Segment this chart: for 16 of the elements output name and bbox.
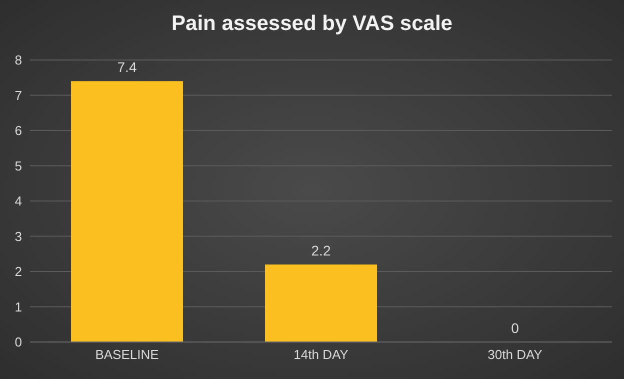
data-label: 2.2 <box>311 242 331 258</box>
y-tick-label: 2 <box>14 264 22 280</box>
y-tick-label: 8 <box>14 52 22 68</box>
y-tick-label: 7 <box>14 88 22 103</box>
y-tick-label: 3 <box>14 228 22 244</box>
x-tick-label: 30th DAY <box>488 347 543 362</box>
chart-title: Pain assessed by VAS scale <box>170 11 454 37</box>
y-tick-label: 1 <box>14 299 22 314</box>
y-tick-label: 4 <box>14 194 22 209</box>
data-label: 7.4 <box>117 59 137 76</box>
y-tick-label: 6 <box>14 123 22 138</box>
y-tick-label: 5 <box>14 158 22 174</box>
y-tick-label: 0 <box>14 334 22 350</box>
x-tick-label: 14th DAY <box>294 347 349 362</box>
x-tick-label: BASELINE <box>95 347 160 362</box>
data-label: 0 <box>511 320 520 336</box>
